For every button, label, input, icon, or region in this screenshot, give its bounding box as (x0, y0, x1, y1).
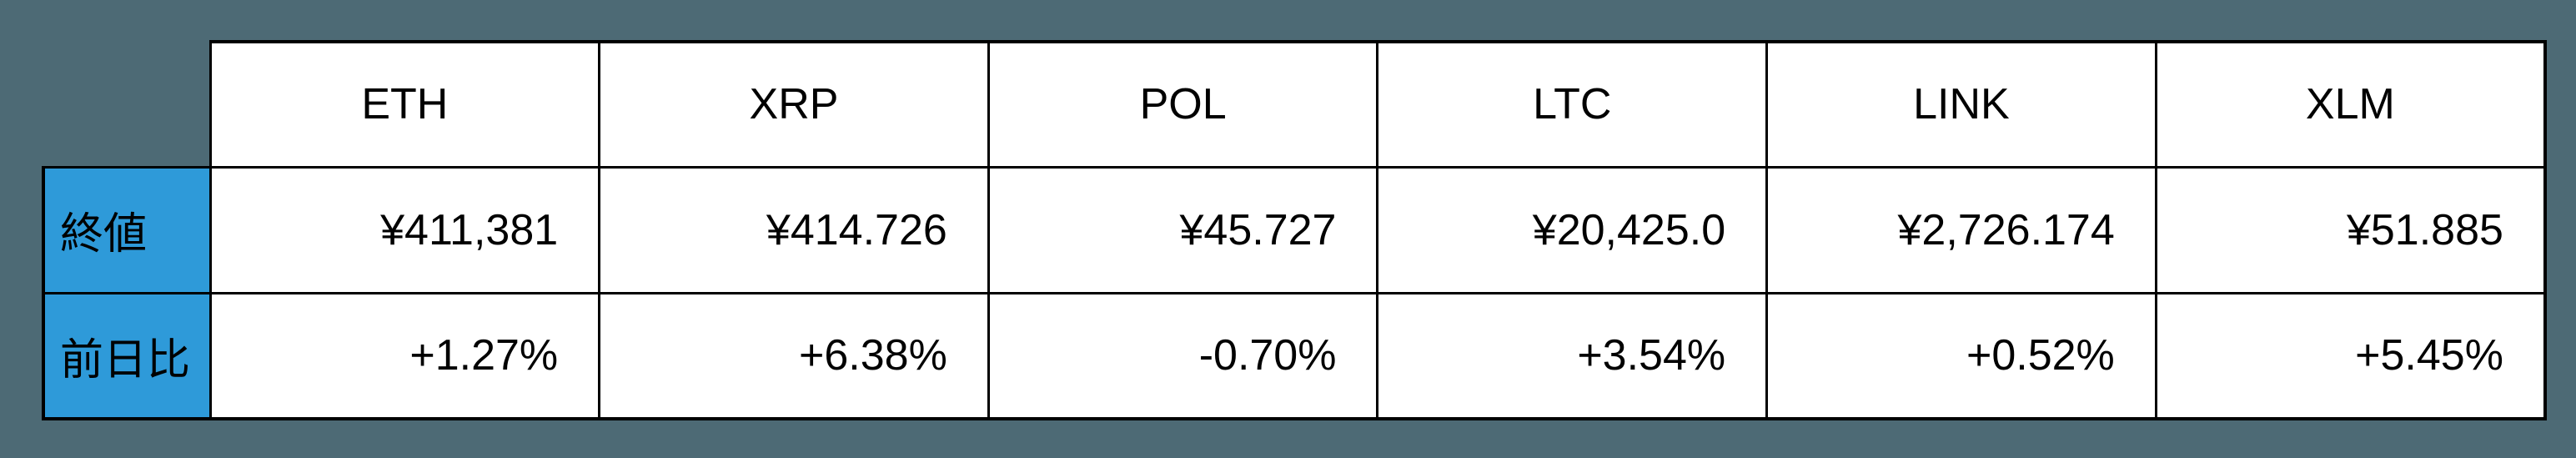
cell-closing-price-xlm: ¥51.885 (2154, 165, 2547, 294)
column-header-eth: ETH (208, 40, 601, 169)
column-header-xlm: XLM (2154, 40, 2547, 169)
table-row-closing-price: 終値 ¥411,381 ¥414.726 ¥45.727 ¥20,425.0 ¥… (42, 165, 2547, 294)
crypto-price-table: ETH XRP POL LTC LINK XLM 終値 ¥411,381 ¥41… (42, 40, 2547, 420)
column-header-pol: POL (987, 40, 1379, 169)
table-row-day-change: 前日比 +1.27% +6.38% -0.70% +3.54% +0.52% +… (42, 291, 2547, 420)
corner-spacer (43, 42, 210, 167)
cell-day-change-pol: -0.70% (987, 291, 1379, 420)
cell-closing-price-ltc: ¥20,425.0 (1376, 165, 1769, 294)
column-header-ltc: LTC (1376, 40, 1769, 169)
cell-day-change-eth: +1.27% (208, 291, 601, 420)
row-label-day-change: 前日比 (42, 291, 212, 420)
cell-closing-price-eth: ¥411,381 (208, 165, 601, 294)
cell-closing-price-xrp: ¥414.726 (598, 165, 990, 294)
row-label-closing-price: 終値 (42, 165, 212, 294)
cell-closing-price-pol: ¥45.727 (987, 165, 1379, 294)
cell-day-change-xrp: +6.38% (598, 291, 990, 420)
column-header-link: LINK (1765, 40, 2157, 169)
cell-day-change-ltc: +3.54% (1376, 291, 1769, 420)
column-header-xrp: XRP (598, 40, 990, 169)
table-header-row: ETH XRP POL LTC LINK XLM (43, 40, 2547, 169)
cell-closing-price-link: ¥2,726.174 (1765, 165, 2157, 294)
cell-day-change-link: +0.52% (1765, 291, 2157, 420)
cell-day-change-xlm: +5.45% (2154, 291, 2547, 420)
